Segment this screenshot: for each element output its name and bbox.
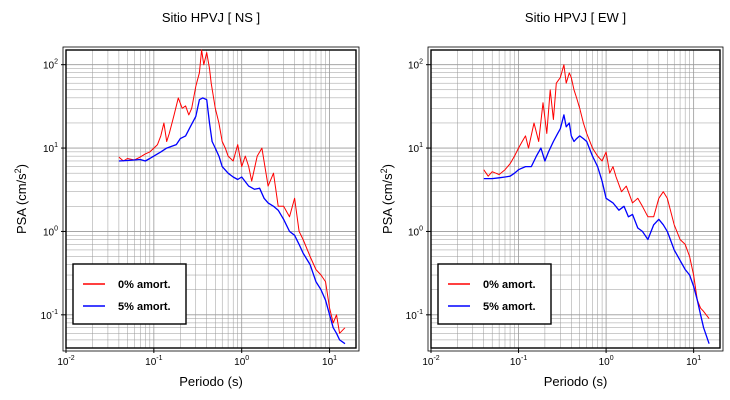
chart-title: Sitio HPVJ [ EW ]: [525, 10, 626, 25]
y-tick-exponent: 1: [54, 142, 58, 149]
y-tick-label: 101: [408, 142, 423, 155]
x-tick-label: 101: [686, 355, 701, 368]
y-axis-label-tail: ): [380, 164, 395, 168]
x-tick-base: 10: [510, 357, 522, 368]
y-tick-label: 10-1: [406, 309, 423, 322]
legend-label: 5% amort.: [483, 301, 536, 313]
y-tick-exponent: -1: [52, 309, 58, 316]
legend: 0% amort. 5% amort.: [437, 263, 552, 325]
y-tick-exponent: 0: [419, 225, 423, 232]
legend-label: 0% amort.: [483, 279, 536, 291]
x-tick-exponent: 0: [610, 355, 614, 362]
plot-frame: [430, 49, 721, 349]
x-tick-base: 10: [234, 357, 246, 368]
x-tick-exponent: -2: [433, 355, 439, 362]
x-tick-base: 10: [145, 357, 157, 368]
y-axis-label-tail: ): [14, 164, 29, 168]
plot-frame-outer: [427, 46, 724, 352]
chart-title: Sitio HPVJ [ NS ]: [162, 10, 260, 25]
x-tick-exponent: 0: [245, 355, 249, 362]
y-tick-base: 10: [43, 61, 55, 72]
y-axis-label: PSA (cm/s2): [13, 164, 29, 234]
x-axis-label: Periodo (s): [544, 374, 608, 389]
y-axis-label-main: PSA (cm/s: [14, 173, 29, 234]
x-tick-exponent: 1: [333, 355, 337, 362]
y-tick-exponent: 0: [54, 225, 58, 232]
x-tick-label: 101: [322, 355, 337, 368]
legend: 0% amort. 5% amort.: [72, 263, 187, 325]
x-tick-base: 10: [57, 357, 69, 368]
y-tick-base: 10: [41, 311, 53, 322]
x-axis-label: Periodo (s): [179, 374, 243, 389]
y-tick-label: 10-1: [41, 309, 58, 322]
legend-label: 0% amort.: [118, 279, 171, 291]
plot-frame-outer: [62, 46, 360, 352]
x-tick-label: 10-1: [145, 355, 162, 368]
y-axis-label: PSA (cm/s2): [379, 164, 395, 234]
y-tick-label: 100: [43, 225, 58, 238]
legend-box: [437, 263, 552, 325]
y-tick-base: 10: [406, 311, 418, 322]
plot-frame: [65, 49, 357, 349]
y-tick-label: 100: [408, 225, 423, 238]
x-tick-label: 100: [599, 355, 614, 368]
series-line-red: [118, 49, 346, 334]
y-axis-label-main: PSA (cm/s: [380, 173, 395, 234]
y-tick-exponent: 2: [419, 59, 423, 66]
x-tick-exponent: -2: [68, 355, 74, 362]
y-tick-base: 10: [43, 144, 55, 155]
y-tick-base: 10: [408, 227, 420, 238]
x-tick-label: 10-1: [510, 355, 527, 368]
x-tick-exponent: -1: [521, 355, 527, 362]
grid: [431, 50, 720, 348]
x-tick-base: 10: [599, 357, 611, 368]
x-tick-label: 10-2: [422, 355, 439, 368]
legend-label: 5% amort.: [118, 301, 171, 313]
series-line-red: [483, 64, 710, 319]
y-tick-exponent: 1: [419, 142, 423, 149]
x-tick-base: 10: [322, 357, 334, 368]
y-tick-base: 10: [408, 61, 420, 72]
y-tick-label: 101: [43, 142, 58, 155]
legend-box: [72, 263, 187, 325]
x-tick-label: 10-2: [57, 355, 74, 368]
x-tick-base: 10: [686, 357, 698, 368]
x-tick-label: 100: [234, 355, 249, 368]
y-axis-label-sup: 2: [379, 168, 389, 173]
y-tick-exponent: -1: [417, 309, 423, 316]
chart-panel-ew: Sitio HPVJ [ EW ]10-2 10-1 100 10110-110010…: [379, 10, 724, 389]
y-tick-exponent: 2: [54, 59, 58, 66]
y-tick-base: 10: [43, 227, 55, 238]
y-tick-base: 10: [408, 144, 420, 155]
series-line-blue: [483, 114, 710, 344]
chart-panel-ns: Sitio HPVJ [ NS ]10-2 10-1 100 10110-110010…: [13, 10, 360, 389]
x-tick-exponent: -1: [156, 355, 162, 362]
y-tick-label: 102: [43, 59, 58, 72]
y-tick-label: 102: [408, 59, 423, 72]
y-axis-label-sup: 2: [13, 168, 23, 173]
series-line-blue: [118, 97, 346, 345]
x-tick-base: 10: [422, 357, 434, 368]
x-tick-exponent: 1: [697, 355, 701, 362]
